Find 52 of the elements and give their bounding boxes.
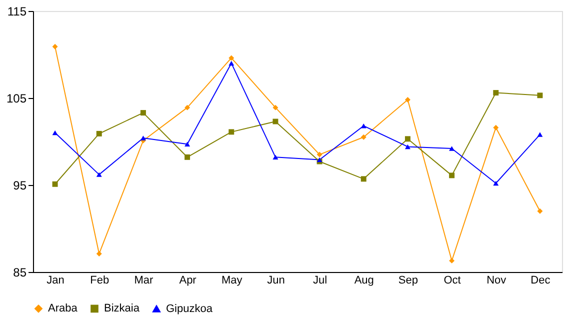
x-tick-label: Dec [530,274,551,286]
point [537,132,543,137]
point [140,136,146,140]
point [316,152,322,158]
point [272,104,278,110]
point [184,154,190,160]
point [96,250,102,256]
x-tick-label: Feb [90,274,110,286]
y-tick-label: 115 [7,4,27,18]
point [537,208,543,214]
x-tick-label: Mar [134,274,154,286]
y-tick-label: 105 [6,92,27,106]
x-tick-label: Sep [398,274,418,286]
x-tick-label: Jan [46,274,64,286]
point [272,154,278,160]
point [140,110,146,116]
point [360,134,366,140]
x-tick-label: Nov [486,274,507,286]
point [360,176,366,182]
point [228,129,234,135]
point [404,144,410,150]
point [404,136,410,142]
y-tick-label: 85 [13,266,27,280]
y-tick-label: 95 [13,178,27,192]
point [449,258,455,264]
point [184,104,190,110]
point [449,172,455,178]
point [493,180,499,186]
x-tick-label: Jun [267,274,285,286]
point [228,55,234,61]
point [449,146,455,151]
point [537,92,543,98]
point [228,60,234,66]
point [272,118,278,124]
x-tick-label: Jul [313,274,328,286]
point [52,130,58,136]
point [360,123,366,128]
point [52,44,58,50]
point [404,97,410,102]
x-tick-label: May [221,274,243,286]
point [184,142,190,146]
legend-label: Araba [48,302,78,315]
point [96,130,102,136]
x-tick-label: Oct [444,274,461,286]
point [52,181,58,187]
x-tick-label: Aug [354,274,374,286]
point [96,172,102,177]
legend-label: Gipuzkoa [166,302,214,315]
point [493,90,499,96]
point [493,124,499,130]
x-tick-label: Apr [179,274,197,286]
legend-label: Bizkaia [104,302,140,315]
